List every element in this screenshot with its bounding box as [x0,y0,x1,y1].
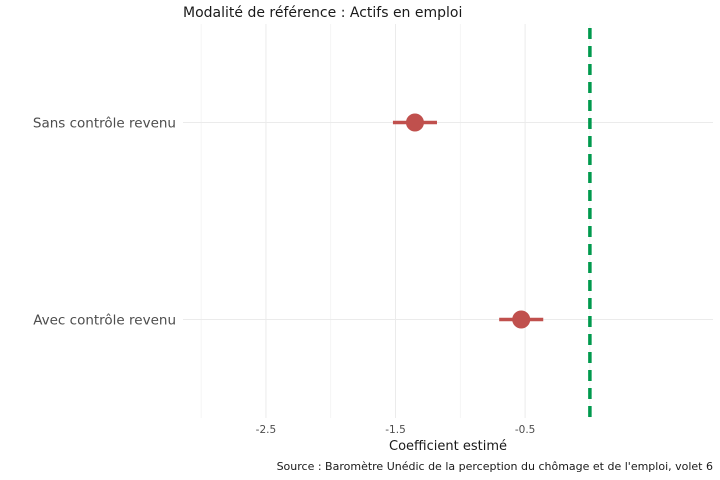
y-tick-label-1: Avec contrôle revenu [33,313,176,329]
x-axis-label: Coefficient estimé [389,439,507,454]
chart-subtitle: Modalité de référence : Actifs en emploi [183,5,462,21]
chart-caption: Source : Baromètre Unédic de la percepti… [277,460,713,473]
y-tick-labels: Sans contrôle revenu Avec contrôle revenu [33,116,176,329]
x-tick-label-2: -0.5 [515,424,536,436]
estimate-point-1 [512,310,531,329]
marks [392,113,544,329]
x-tick-label-0: -2.5 [256,424,277,436]
grid [183,24,713,418]
estimate-point-0 [405,113,424,132]
x-tick-label-1: -1.5 [385,424,406,436]
y-tick-label-0: Sans contrôle revenu [33,116,176,132]
x-tick-labels: -2.5 -1.5 -0.5 [256,424,536,436]
